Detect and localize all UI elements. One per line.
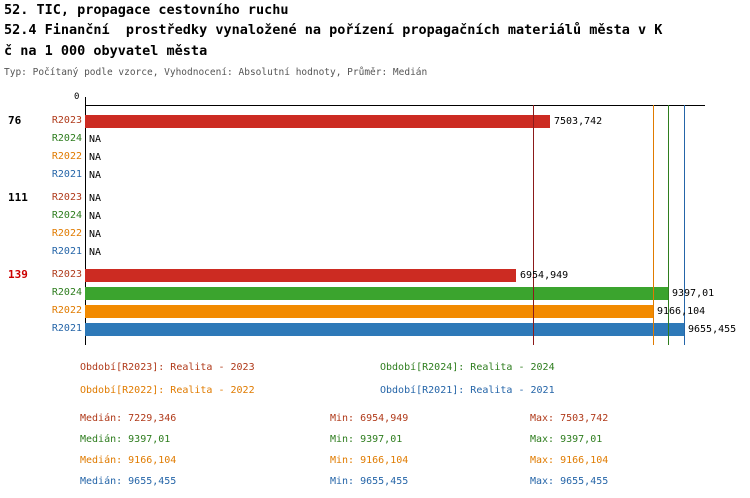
stat-max: Max: 9397,01 [530, 434, 603, 445]
median-line-r2021 [684, 105, 685, 345]
chart-title-line-1: 52. TIC, propagace cestovního ruchu [4, 2, 289, 18]
legend-item: Období[R2023]: Realita - 2023 [80, 362, 255, 373]
chart-legend: Období[R2023]: Realita - 2023 Období[R202… [0, 362, 750, 402]
bar-r2022 [85, 305, 653, 318]
stat-min: Min: 9397,01 [330, 434, 403, 445]
na-value-label: NA [89, 193, 102, 204]
stat-min: Min: 9655,455 [330, 476, 409, 487]
stat-median: Medián: 7229,346 [80, 413, 177, 424]
na-value-label: NA [89, 134, 102, 145]
bar-value-label: 9397,01 [672, 288, 715, 299]
stat-max: Max: 7503,742 [530, 413, 609, 424]
x-axis-line [85, 105, 705, 106]
series-row-label: R2023 [51, 115, 82, 126]
bar-r2021 [85, 323, 684, 336]
stat-max: Max: 9166,104 [530, 455, 609, 466]
series-row-label: R2022 [51, 305, 82, 316]
na-value-label: NA [89, 211, 102, 222]
group-count-label: 111 [8, 191, 28, 204]
bar-r2023 [85, 115, 550, 128]
series-row-label: R2023 [51, 269, 82, 280]
series-row-label: R2024 [51, 133, 82, 144]
x-axis-origin-label: 0 [74, 92, 80, 102]
legend-item: Období[R2024]: Realita - 2024 [380, 362, 555, 373]
y-axis-line [85, 97, 86, 345]
chart-title-line-2: 52.4 Finanční prostředky vynaložené na p… [4, 22, 663, 38]
stat-median: Medián: 9655,455 [80, 476, 177, 487]
stat-min: Min: 6954,949 [330, 413, 409, 424]
bar-value-label: 9166,104 [657, 306, 706, 317]
series-row-label: R2021 [51, 246, 82, 257]
series-row-label: R2024 [51, 287, 82, 298]
series-row-label: R2022 [51, 228, 82, 239]
chart-statistics: Medián: 7229,346 Min: 6954,949 Max: 7503,7… [0, 413, 750, 498]
chart-subtitle: Typ: Počítaný podle vzorce, Vyhodnocení:… [4, 67, 428, 78]
na-value-label: NA [89, 247, 102, 258]
bar-value-label: 7503,742 [554, 116, 603, 127]
stat-max: Max: 9655,455 [530, 476, 609, 487]
median-line-r2024 [668, 105, 669, 345]
median-line-r2022 [653, 105, 654, 345]
na-value-label: NA [89, 229, 102, 240]
na-value-label: NA [89, 152, 102, 163]
series-row-label: R2022 [51, 151, 82, 162]
stat-median: Medián: 9166,104 [80, 455, 177, 466]
group-count-label: 76 [8, 114, 22, 127]
legend-item: Období[R2021]: Realita - 2021 [380, 385, 555, 396]
horizontal-bar-chart: 0 76 R2023 7503,742 R2024 NA R2022 NA R2021 NA 11… [0, 92, 750, 355]
series-row-label: R2021 [51, 169, 82, 180]
median-line-r2023 [533, 105, 534, 345]
bar-value-label: 9655,455 [688, 324, 737, 335]
bar-r2024 [85, 287, 668, 300]
series-row-label: R2021 [51, 323, 82, 334]
stat-median: Medián: 9397,01 [80, 434, 171, 445]
chart-title-line-3: č na 1 000 obyvatel města [4, 43, 208, 59]
series-row-label: R2024 [51, 210, 82, 221]
bar-value-label: 6954,949 [520, 270, 569, 281]
group-count-label: 139 [8, 268, 28, 281]
na-value-label: NA [89, 170, 102, 181]
legend-item: Období[R2022]: Realita - 2022 [80, 385, 255, 396]
stat-min: Min: 9166,104 [330, 455, 409, 466]
series-row-label: R2023 [51, 192, 82, 203]
bar-r2023 [85, 269, 516, 282]
